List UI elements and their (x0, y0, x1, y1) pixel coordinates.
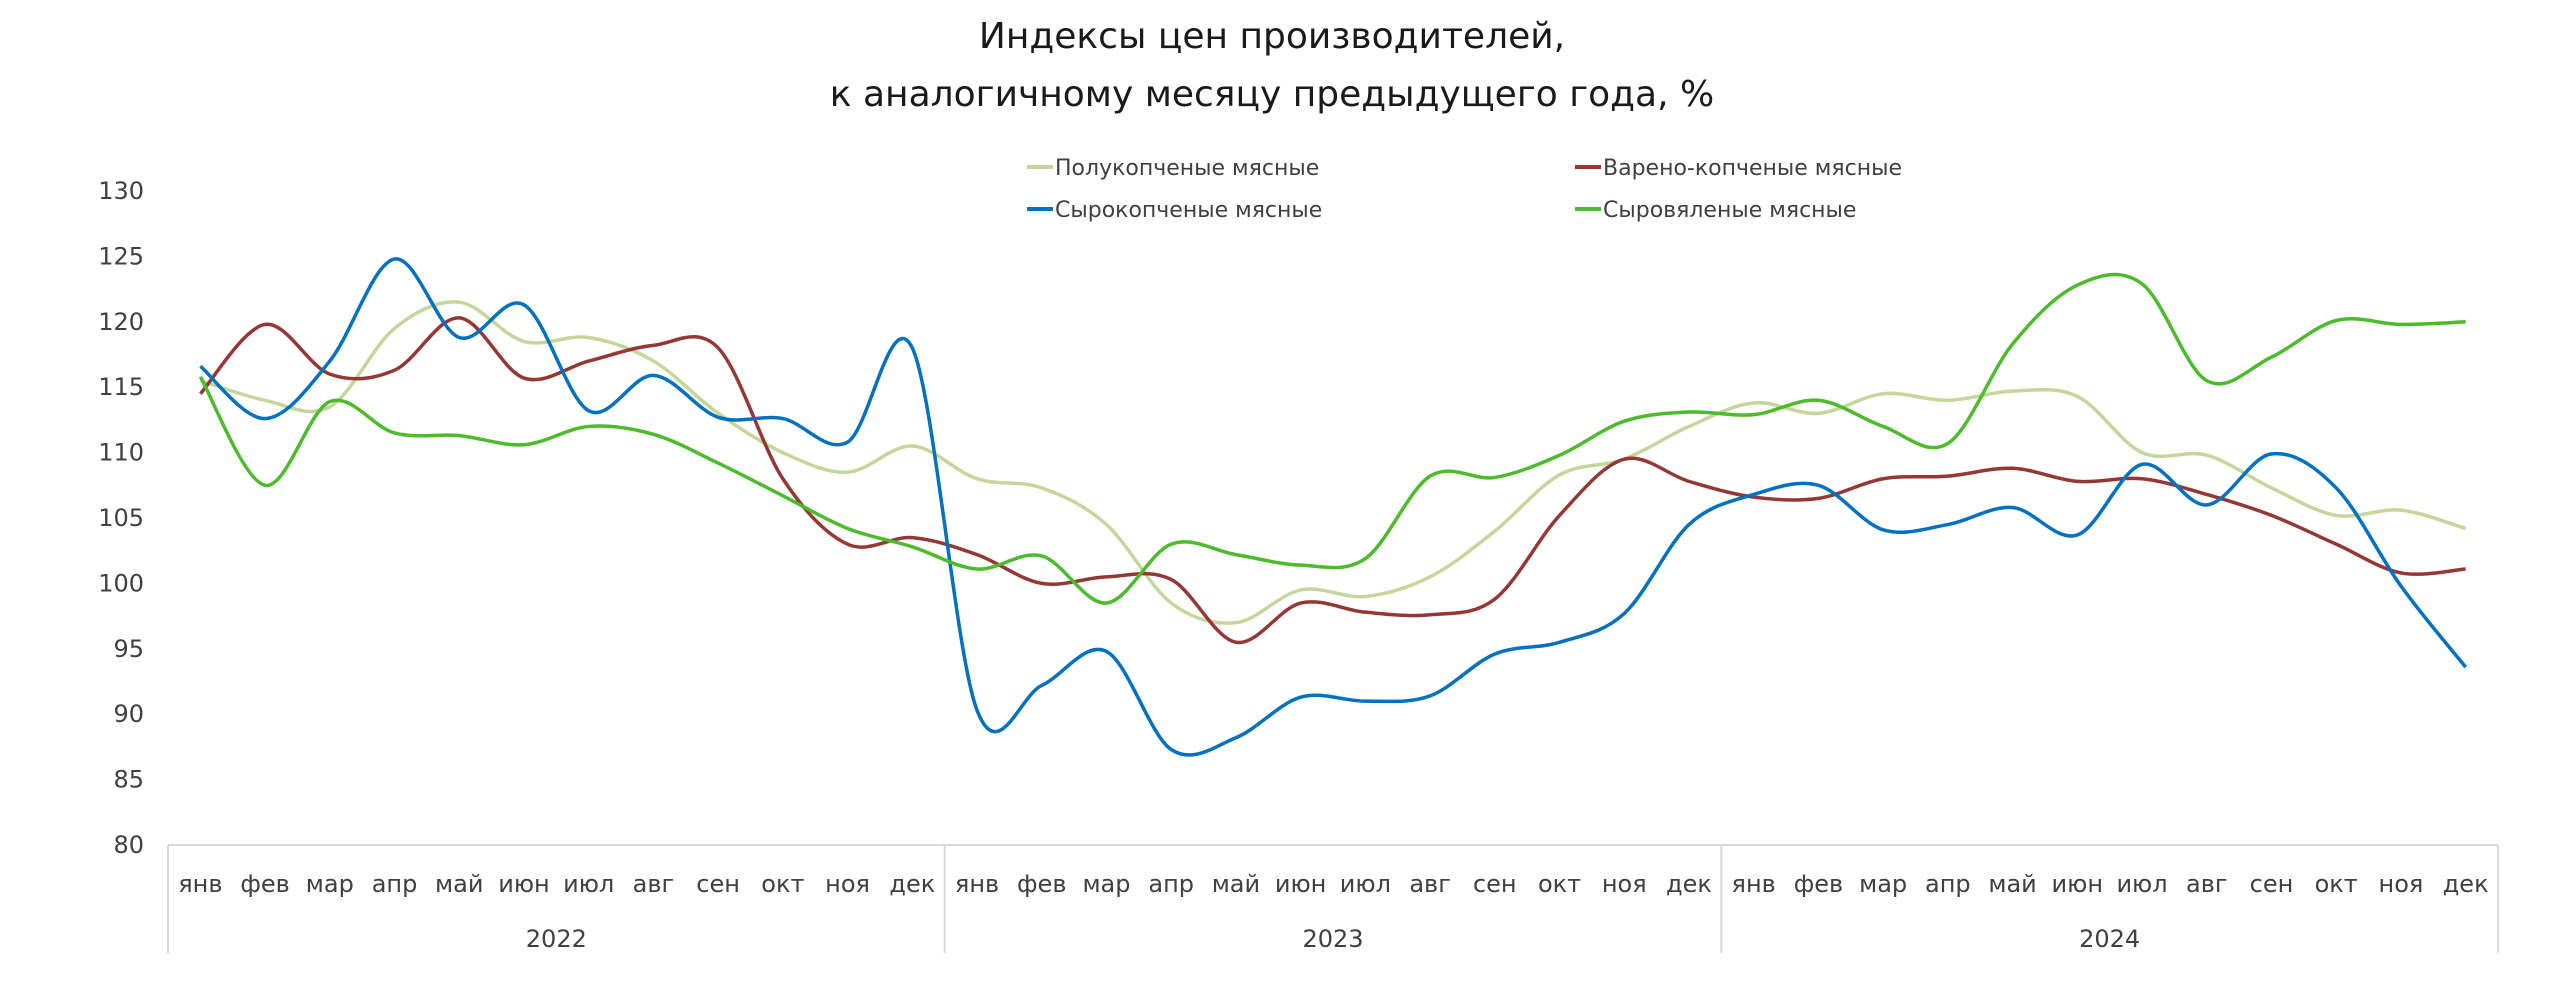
x-tick-label-month: мар (1082, 870, 1130, 898)
x-tick-label-month: авг (2186, 870, 2227, 898)
x-tick-label-month: сен (1473, 870, 1517, 898)
legend-label: Полукопченые мясные (1055, 156, 1319, 181)
y-tick-label: 130 (98, 177, 144, 205)
x-tick-label-month: дек (2443, 870, 2489, 898)
x-tick-label-month: сен (696, 870, 740, 898)
series-line-2 (199, 316, 2466, 645)
x-tick-label-month: май (435, 870, 483, 898)
x-tick-label-month: апр (1925, 870, 1971, 898)
x-tick-label-month: июл (563, 870, 614, 898)
x-tick-label-month: авг (1409, 870, 1450, 898)
y-tick-label: 125 (98, 242, 144, 270)
x-tick-label-month: июл (2116, 870, 2167, 898)
y-tick-label: 105 (98, 504, 144, 532)
legend-label: Сырокопченые мясные (1055, 198, 1322, 223)
x-tick-label-year: 2022 (526, 925, 587, 953)
x-tick-label-month: май (1212, 870, 1260, 898)
x-tick-label-month: ноя (2379, 870, 2424, 898)
x-tick-label-month: мар (1859, 870, 1907, 898)
chart-title-line-1: Индексы цен производителей, (979, 16, 1565, 57)
x-tick-label-month: май (1988, 870, 2036, 898)
legend-label: Варено-копченые мясные (1603, 156, 1902, 181)
x-tick-label-month: фев (1794, 870, 1843, 898)
chart-title-line-2: к аналогичному месяцу предыдущего года, … (830, 74, 1714, 115)
x-tick-label-month: дек (1666, 870, 1712, 898)
x-tick-label-month: окт (1538, 870, 1581, 898)
x-axis: янв фев мар апр май июн июл авг сен окт ноя дек2022… (167, 844, 2499, 953)
x-tick-label-month: фев (240, 870, 289, 898)
series-lines (198, 257, 2468, 757)
x-tick-label-month: июн (498, 870, 550, 898)
x-tick-label-month: июн (1275, 870, 1327, 898)
legend-label: Сыровяленые мясные (1603, 198, 1856, 223)
y-tick-label: 95 (113, 635, 144, 663)
x-tick-label-month: дек (889, 870, 935, 898)
y-axis: 80 85 90 95 100 105 110 115 120 125 130 (98, 177, 144, 859)
series-line-3 (199, 257, 2468, 757)
y-tick-label: 85 (113, 766, 144, 794)
x-tick-label-year: 2024 (2079, 925, 2140, 953)
series-line-1 (199, 300, 2467, 625)
x-tick-label-month: апр (372, 870, 418, 898)
y-tick-label: 80 (113, 831, 144, 859)
y-tick-label: 90 (113, 700, 144, 728)
x-tick-label-month: ноя (1602, 870, 1647, 898)
x-tick-label-month: июл (1340, 870, 1391, 898)
y-tick-label: 120 (98, 308, 144, 336)
x-tick-label-month: апр (1148, 870, 1194, 898)
y-tick-label: 100 (98, 569, 144, 597)
x-tick-label-month: сен (2250, 870, 2294, 898)
legend: Полукопченые мясные Варено-копченые мясны… (1027, 156, 1902, 223)
x-tick-label-month: янв (178, 870, 222, 898)
x-tick-label-month: авг (633, 870, 674, 898)
x-tick-label-month: янв (1732, 870, 1776, 898)
x-tick-label-month: фев (1017, 870, 1066, 898)
x-tick-label-month: окт (761, 870, 804, 898)
x-tick-label-month: ноя (825, 870, 870, 898)
x-tick-label-month: мар (306, 870, 354, 898)
x-tick-label-month: окт (2315, 870, 2358, 898)
y-tick-label: 110 (98, 439, 144, 467)
y-tick-label: 115 (98, 373, 144, 401)
x-tick-label-year: 2023 (1302, 925, 1363, 953)
x-tick-label-month: июн (2052, 870, 2104, 898)
x-tick-label-month: янв (955, 870, 999, 898)
series-line-4 (198, 272, 2466, 605)
